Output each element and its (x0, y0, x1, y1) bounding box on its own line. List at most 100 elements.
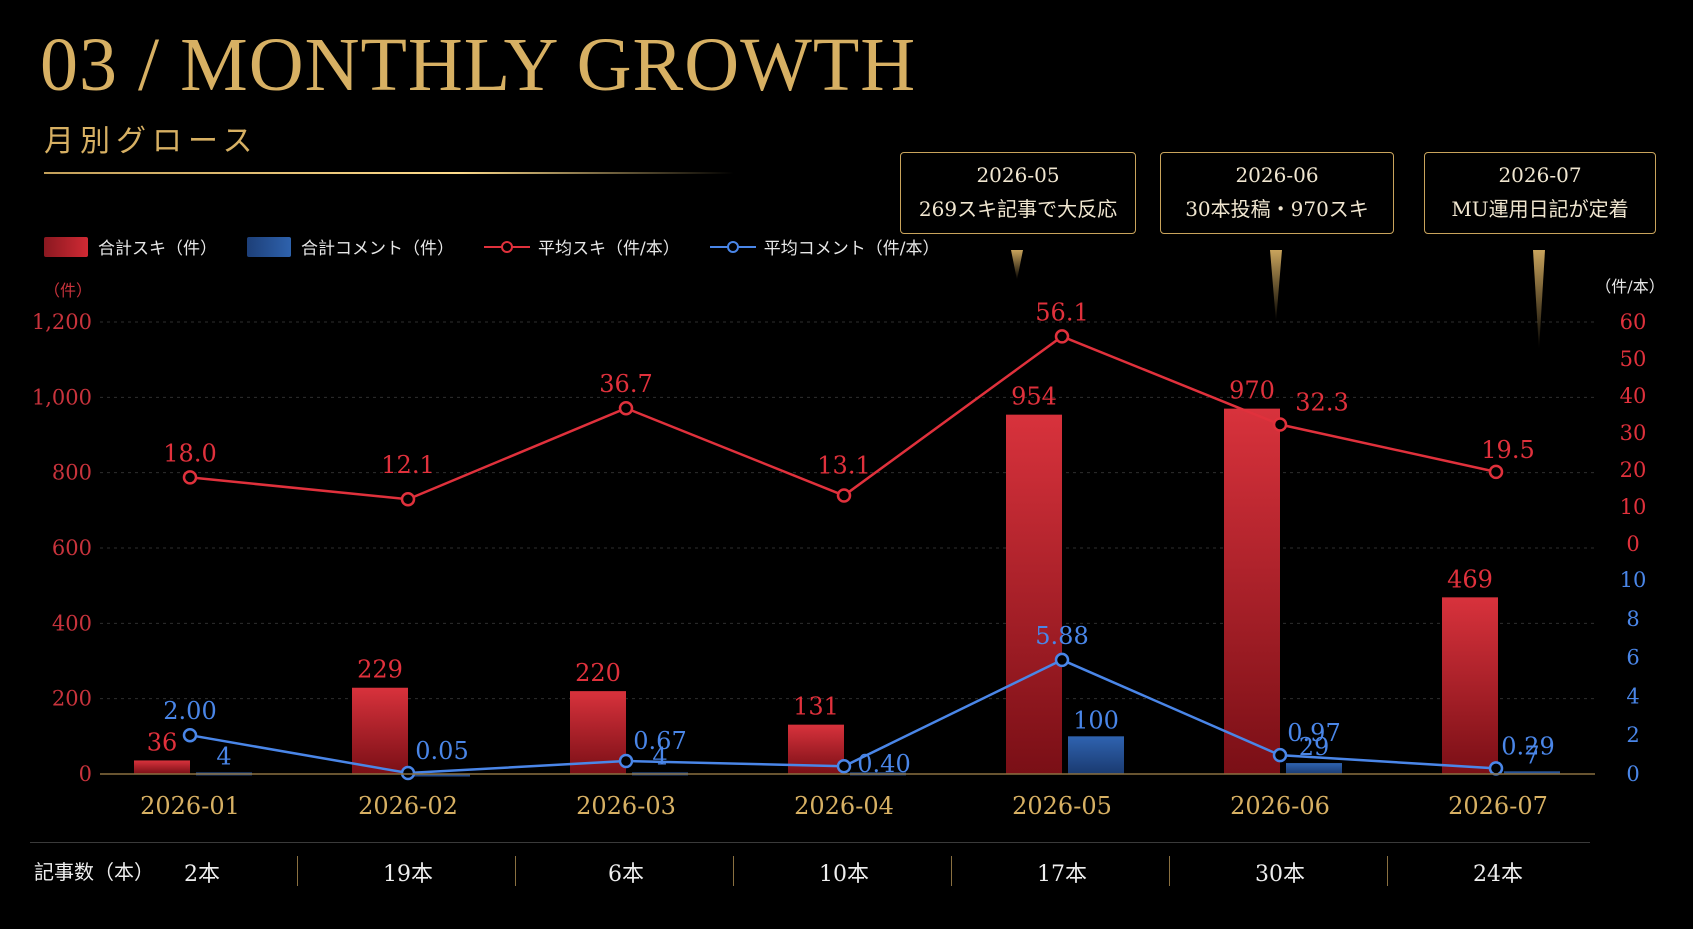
bar-likes-label: 970 (1229, 377, 1275, 405)
avg-likes-label: 12.1 (381, 451, 434, 479)
article-count-separator (297, 856, 298, 886)
callout-pointer (1533, 250, 1545, 350)
page-subtitle: 月別グロース (44, 124, 259, 159)
right-axis-comments-tick: 4 (1626, 684, 1639, 708)
callout-text: MU運用日記が定着 (1451, 197, 1629, 221)
legend-swatch-red-bar (44, 236, 88, 257)
avg-comments-label: 5.88 (1035, 622, 1088, 650)
legend-label: 合計スキ（件） (98, 239, 217, 259)
chart-legend: 合計スキ（件） 合計コメント（件） 平均スキ（件/本） 平均コメント（件/本） (44, 234, 969, 259)
avg-likes-marker (400, 491, 416, 507)
right-axis-likes-tick: 60 (1620, 310, 1647, 334)
x-axis-tick: 2026-06 (1230, 792, 1330, 820)
right-axis-likes-tick: 40 (1620, 384, 1647, 408)
callout-text: 269スキ記事で大反応 (918, 197, 1118, 221)
bar-likes-label: 229 (357, 656, 403, 684)
bar-total-likes (1442, 597, 1498, 774)
article-count-separator (951, 856, 952, 886)
bar-comments-label: 4 (216, 742, 231, 770)
bar-total-likes (1006, 414, 1062, 774)
bar-total-likes (134, 760, 190, 774)
avg-comments-marker (1272, 747, 1288, 763)
legend-swatch-blue-line (709, 240, 756, 253)
avg-likes-marker (182, 470, 198, 485)
title-divider (44, 172, 734, 174)
x-axis-tick: 2026-04 (794, 792, 894, 820)
bar-comments-label: 100 (1073, 706, 1119, 734)
avg-comments-marker (1054, 652, 1070, 668)
bar-comments-label: 7 (1524, 741, 1539, 769)
legend-swatch-blue-bar (247, 236, 291, 257)
article-count-row: 記事数（本） 2本 19本 6本 10本 17本 30本 24本 (0, 842, 1693, 902)
avg-comments-marker (400, 765, 416, 781)
article-count-cell: 10本 (819, 862, 869, 887)
avg-likes-marker (1272, 417, 1288, 432)
avg-comments-marker (182, 727, 198, 743)
article-count-cell: 17本 (1037, 862, 1087, 887)
legend-swatch-red-line (484, 240, 530, 253)
left-axis-tick: 200 (52, 687, 92, 711)
avg-comments-label: 0.67 (633, 727, 686, 755)
x-axis-tick: 2026-07 (1448, 792, 1548, 820)
right-axis-comments-tick: 10 (1620, 568, 1647, 592)
article-count-cell: 30本 (1255, 862, 1305, 887)
avg-likes-marker (1488, 464, 1504, 480)
x-axis-tick: 2026-05 (1012, 792, 1112, 820)
callout-pointer (1270, 250, 1282, 322)
legend-label: 合計コメント（件） (301, 239, 454, 259)
right-axis-comments-tick: 8 (1626, 607, 1639, 631)
right-axis-comments-tick: 0 (1626, 762, 1639, 786)
legend-item-likes-line: 平均スキ（件/本） (484, 234, 680, 259)
article-count-label: 記事数（本） (34, 860, 154, 884)
right-axis-likes-tick: 0 (1626, 532, 1639, 556)
bar-likes-label: 469 (1447, 565, 1493, 593)
avg-likes-marker (836, 488, 852, 503)
callout-2026-07: 2026-07 MU運用日記が定着 (1424, 152, 1656, 234)
left-axis-tick: 400 (52, 611, 92, 635)
bar-total-comments (1504, 771, 1560, 775)
callout-2026-05: 2026-05 269スキ記事で大反応 (900, 152, 1136, 234)
article-count-separator (1169, 856, 1170, 886)
right-axis-comments-tick: 2 (1626, 723, 1639, 747)
left-axis-tick: 800 (52, 461, 92, 485)
bar-comments-label: 29 (1299, 733, 1330, 761)
bar-likes-label: 954 (1011, 383, 1057, 411)
left-axis-unit: （件） (44, 281, 92, 300)
avg-likes-label: 18.0 (163, 439, 216, 467)
avg-comments-label: 2.00 (163, 697, 216, 725)
bar-total-likes (1224, 408, 1280, 774)
article-count-separator (515, 856, 516, 886)
right-axis-likes-tick: 50 (1620, 347, 1647, 371)
left-axis-tick: 1,200 (32, 310, 92, 334)
left-axis-tick: 1,000 (32, 385, 92, 409)
legend-label: 平均スキ（件/本） (538, 239, 680, 259)
article-count-separator (733, 856, 734, 886)
page-title: 03 / MONTHLY GROWTH (40, 23, 917, 107)
avg-likes-label: 13.1 (817, 452, 870, 480)
avg-comments-marker (618, 753, 634, 769)
callout-text: 30本投稿・970スキ (1185, 197, 1369, 221)
article-count-cell: 19本 (383, 862, 433, 887)
x-axis-tick: 2026-03 (576, 792, 676, 820)
bar-total-comments (1068, 736, 1124, 774)
left-axis-tick: 0 (79, 762, 92, 786)
bar-total-comments (414, 773, 470, 777)
right-axis-comments-tick: 6 (1626, 646, 1639, 670)
footer-divider (30, 842, 1590, 843)
callout-2026-06: 2026-06 30本投稿・970スキ (1160, 152, 1394, 234)
bar-likes-label: 36 (147, 728, 178, 756)
legend-item-comments-bar: 合計コメント（件） (247, 234, 454, 259)
article-count-cell: 2本 (184, 862, 220, 887)
x-axis-tick: 2026-01 (140, 792, 240, 820)
right-axis-likes-tick: 10 (1620, 495, 1647, 519)
avg-comments-marker (836, 758, 852, 774)
article-count-separator (1387, 856, 1388, 886)
avg-likes-marker (1054, 329, 1070, 344)
callout-month: 2026-07 (1498, 163, 1582, 187)
callout-pointer (1011, 250, 1023, 280)
bar-comments-label: 4 (652, 742, 667, 770)
avg-comments-marker (1488, 761, 1504, 776)
legend-item-comments-line: 平均コメント（件/本） (709, 234, 939, 259)
avg-likes-label: 36.7 (599, 370, 652, 398)
bar-total-comments (1286, 763, 1342, 774)
